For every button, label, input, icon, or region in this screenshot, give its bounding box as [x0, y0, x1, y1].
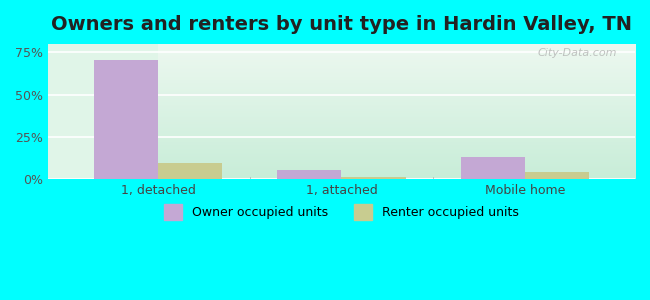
Bar — [158, 163, 222, 179]
Bar — [341, 177, 406, 179]
Bar — [461, 158, 525, 179]
Legend: Owner occupied units, Renter occupied units: Owner occupied units, Renter occupied un… — [159, 200, 524, 225]
Bar — [525, 172, 589, 179]
Bar — [277, 170, 341, 179]
Title: Owners and renters by unit type in Hardin Valley, TN: Owners and renters by unit type in Hardi… — [51, 15, 632, 34]
Bar — [94, 60, 158, 179]
Text: City-Data.com: City-Data.com — [538, 48, 617, 58]
